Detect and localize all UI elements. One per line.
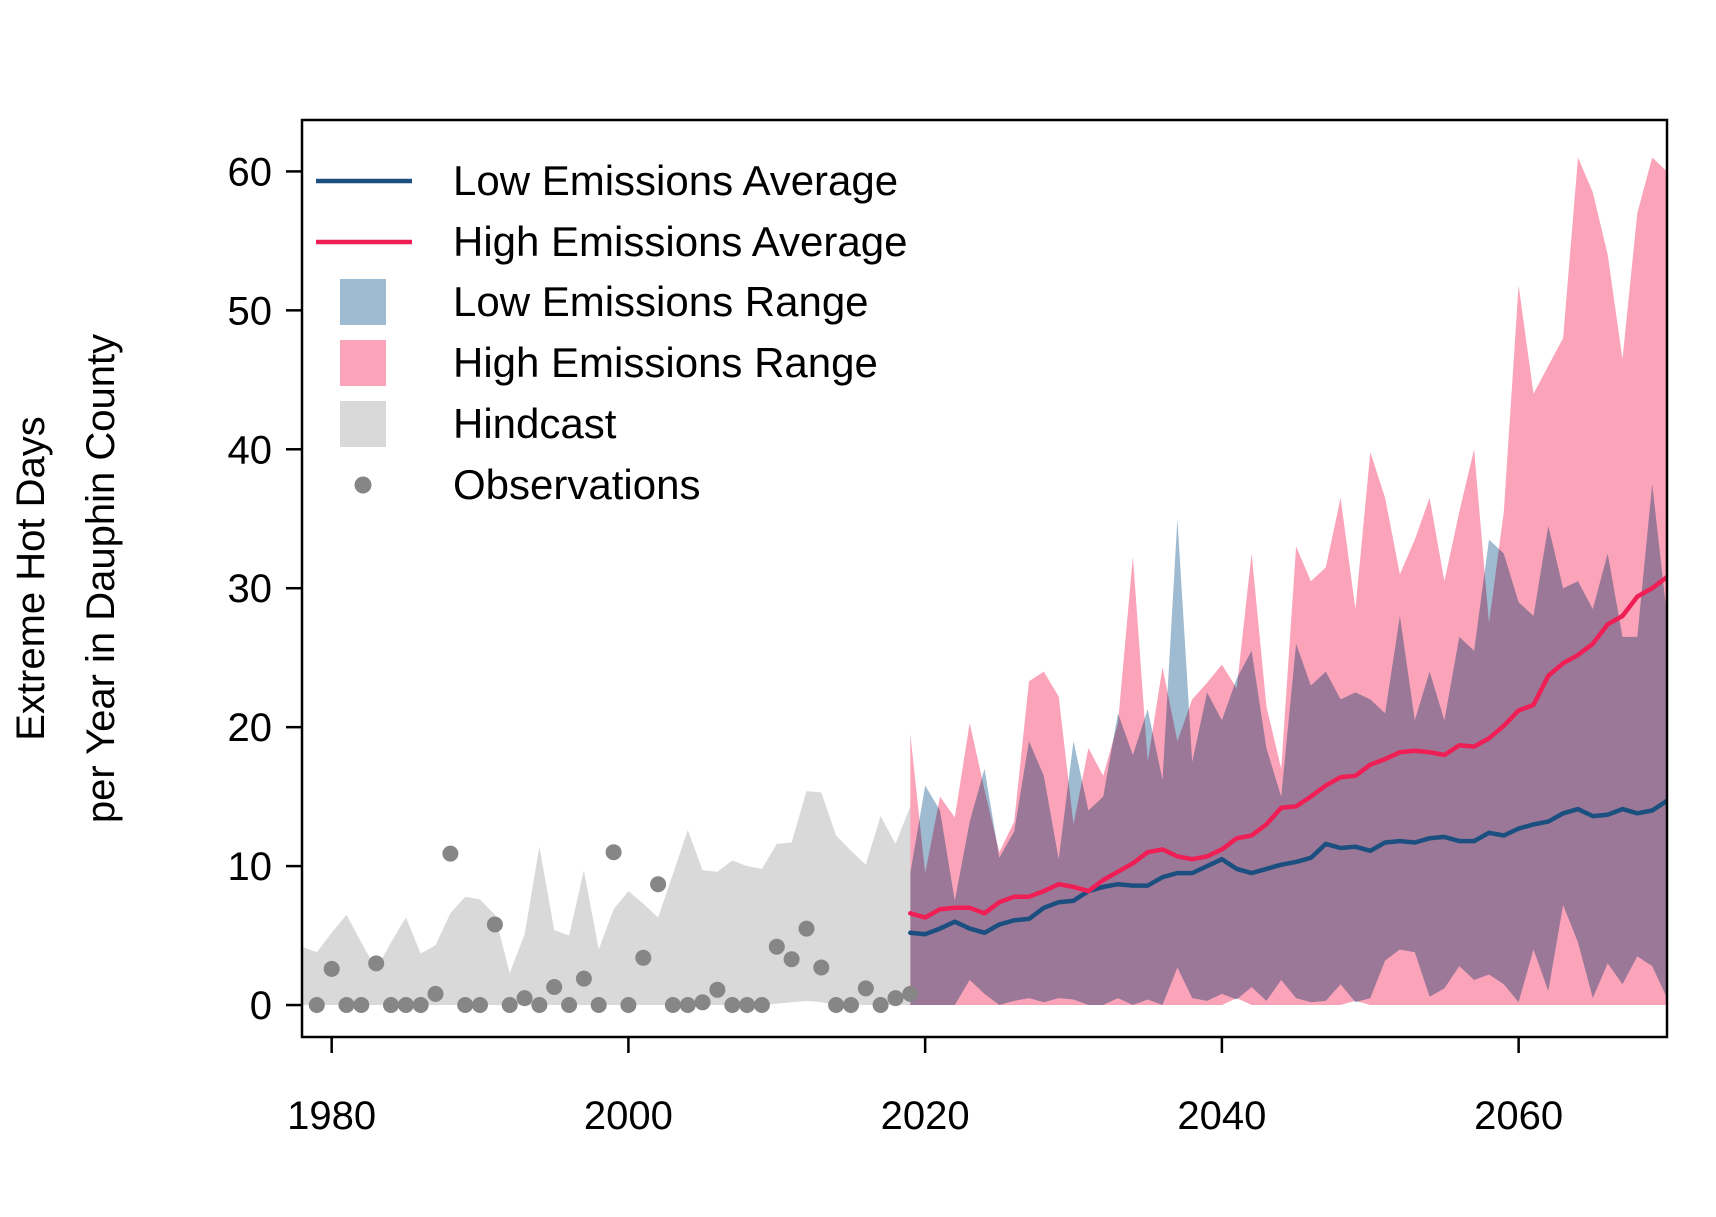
high-emissions-range-band (910, 157, 1667, 1005)
observation-point (768, 938, 785, 955)
legend-label-low-emissions-average: Low Emissions Average (453, 157, 898, 204)
observation-point (813, 959, 830, 976)
observation-point (472, 997, 488, 1013)
observation-point (872, 997, 889, 1013)
observation-point (427, 985, 444, 1002)
y-tick-label: 60 (228, 150, 273, 194)
observation-point (664, 997, 681, 1013)
legend: Low Emissions Average High Emissions Aver… (316, 157, 907, 508)
observation-point (383, 997, 399, 1013)
observation-point (709, 981, 726, 998)
legend-label-observations: Observations (453, 461, 700, 508)
plot-frame (300, 118, 1669, 1039)
observation-point (501, 997, 518, 1013)
x-tick-label: 2040 (1177, 1094, 1266, 1138)
plot-area (302, 157, 1667, 1013)
x-tick-label: 1980 (287, 1094, 376, 1138)
observation-point (635, 949, 652, 966)
legend-label-low-emissions-range: Low Emissions Range (453, 278, 869, 325)
observation-point (353, 997, 370, 1013)
y-tick-label: 10 (228, 845, 273, 889)
y-axis-label-line-1: Extreme Hot Days (9, 416, 53, 741)
legend-label-hindcast: Hindcast (453, 400, 617, 447)
observation-point (486, 916, 503, 933)
observation-point (783, 951, 800, 968)
observation-point (857, 980, 874, 997)
observation-point (753, 997, 770, 1013)
observation-point (605, 844, 622, 861)
legend-swatch-hindcast (340, 401, 386, 447)
low-emissions-average-line (908, 798, 1667, 937)
observation-point (798, 920, 815, 937)
observation-point (650, 876, 667, 893)
hindcast-band (302, 791, 911, 1005)
observation-point (590, 997, 607, 1013)
observation-point (308, 997, 325, 1013)
axes: 0 10 20 30 40 50 60 1980 2000 2020 2040 2060 Extreme… (9, 150, 1563, 1138)
observation-point (531, 997, 548, 1013)
observation-point (368, 955, 385, 972)
observation-point (516, 990, 533, 1007)
observation-point (620, 997, 637, 1013)
observation-point (338, 997, 355, 1013)
y-tick-label: 20 (228, 706, 273, 750)
observation-point (442, 845, 459, 862)
x-tick-label: 2020 (881, 1094, 970, 1138)
observation-point (323, 960, 340, 977)
y-tick-label: 0 (250, 984, 272, 1028)
observation-point (575, 970, 592, 987)
observation-point (739, 997, 756, 1013)
legend-label-high-emissions-average: High Emissions Average (453, 218, 907, 265)
high-emissions-average-line (908, 574, 1667, 920)
legend-label-high-emissions-range: High Emissions Range (453, 339, 878, 386)
observation-point (828, 997, 845, 1013)
observation-point (561, 997, 578, 1013)
observation-point (412, 997, 429, 1013)
y-tick-label: 50 (228, 289, 273, 333)
x-tick-label: 2060 (1474, 1094, 1563, 1138)
observation-point (679, 997, 696, 1013)
legend-swatch-observations (354, 476, 372, 494)
observation-point (546, 979, 563, 995)
observation-point (397, 997, 414, 1013)
legend-swatch-high-emissions-range (340, 340, 386, 386)
legend-swatch-low-emissions-range (340, 279, 386, 325)
y-tick-label: 30 (228, 567, 273, 611)
observation-point (724, 997, 741, 1013)
observation-point (887, 990, 904, 1007)
y-tick-label: 40 (228, 428, 273, 472)
observation-point (457, 997, 474, 1013)
observation-point (694, 994, 711, 1011)
observation-point (902, 985, 919, 1002)
x-tick-label: 2000 (584, 1094, 673, 1138)
y-axis-label-line-2: per Year in Dauphin County (79, 334, 123, 823)
observation-point (843, 997, 859, 1013)
